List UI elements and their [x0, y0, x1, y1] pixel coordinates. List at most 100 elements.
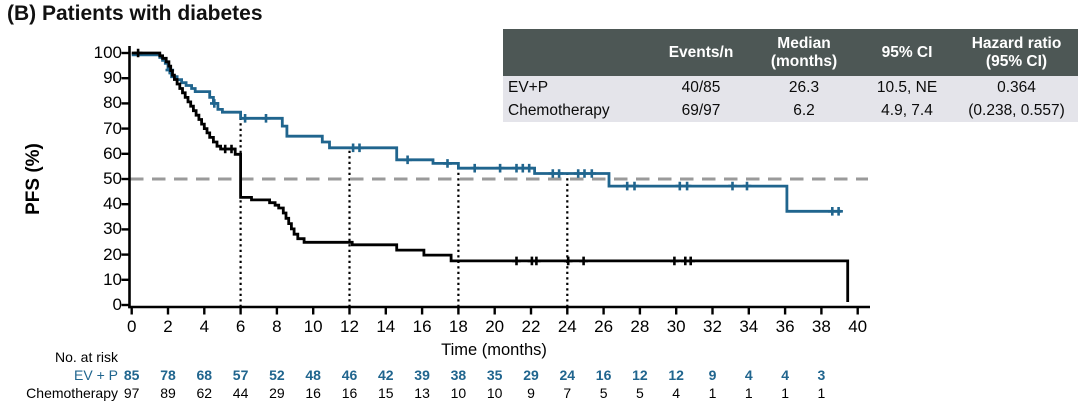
at-risk-value: 1	[708, 385, 717, 401]
at-risk-value: 1	[817, 385, 826, 401]
at-risk-value: 12	[632, 367, 648, 383]
at-risk-value: 5	[635, 385, 644, 401]
at-risk-value: 62	[196, 385, 213, 401]
y-tick-label: 70	[103, 118, 122, 138]
x-tick-label: 22	[521, 317, 541, 336]
at-risk-value: 13	[414, 385, 430, 401]
at-risk-value: 4	[672, 385, 681, 401]
evp-name: EV+P	[503, 76, 653, 99]
at-risk-value: 16	[595, 367, 612, 383]
summary-header-events: Events/n	[653, 29, 749, 76]
summary-table-header-row: Events/n Median (months) 95% CI Hazard ra…	[503, 29, 1078, 76]
at-risk-value: 5	[599, 385, 608, 401]
x-tick-label: 4	[199, 317, 210, 336]
at-risk-value: 39	[414, 367, 430, 383]
x-axis-label: Time (months)	[441, 341, 547, 359]
at-risk-value: 4	[781, 367, 789, 383]
at-risk-value: 97	[123, 385, 140, 401]
x-tick-label: 34	[739, 317, 759, 336]
chemo-name: Chemotherapy	[503, 99, 653, 122]
x-tick-label: 38	[811, 317, 831, 336]
at-risk-value: 24	[559, 367, 576, 383]
x-tick-label: 12	[340, 317, 359, 336]
at-risk-value: 89	[160, 385, 176, 401]
y-tick-label: 0	[112, 295, 122, 314]
summary-row-chemo: Chemotherapy 69/97 6.2 4.9, 7.4 (0.238, …	[503, 99, 1078, 122]
figure-title: (B) Patients with diabetes	[7, 2, 263, 25]
at-risk-value: 46	[341, 367, 358, 383]
at-risk-value: 7	[563, 385, 572, 401]
at-risk-value: 42	[378, 367, 394, 383]
summary-row-evp: EV+P 40/85 26.3 10.5, NE 0.364	[503, 76, 1078, 99]
chemo-events: 69/97	[653, 99, 749, 122]
at-risk-value: 12	[668, 367, 684, 383]
x-tick-label: 18	[448, 317, 468, 336]
evp-hr: 0.364	[955, 76, 1078, 99]
x-tick-label: 32	[703, 317, 722, 336]
y-tick-label: 50	[103, 169, 122, 188]
x-tick-label: 26	[594, 317, 614, 336]
summary-header-empty	[503, 29, 653, 76]
y-tick-label: 10	[103, 269, 122, 289]
at-risk-row-label-chemo: Chemotherapy	[26, 385, 118, 401]
x-tick-label: 16	[412, 317, 432, 336]
summary-header-ci: 95% CI	[859, 29, 955, 76]
evp-ci: 10.5, NE	[859, 76, 955, 99]
at-risk-value: 1	[744, 385, 753, 401]
x-tick-label: 8	[272, 317, 282, 336]
y-tick-label: 30	[103, 219, 122, 239]
at-risk-value: 10	[450, 385, 467, 401]
x-tick-label: 20	[485, 317, 505, 336]
at-risk-value: 29	[523, 367, 539, 383]
at-risk-value: 15	[378, 385, 394, 401]
y-tick-label: 80	[103, 93, 122, 113]
x-tick-label: 14	[376, 317, 396, 336]
at-risk-value: 52	[269, 367, 285, 383]
at-risk-value: 10	[486, 385, 503, 401]
at-risk-value: 35	[486, 367, 503, 383]
y-tick-label: 60	[103, 143, 122, 163]
censor-marks-chemotherapy	[133, 48, 695, 266]
at-risk-value: 9	[708, 367, 717, 383]
km-curve-chemotherapy	[131, 51, 850, 302]
chemo-ci: 4.9, 7.4	[859, 99, 955, 122]
at-risk-value: 16	[341, 385, 358, 401]
at-risk-value: 3	[817, 367, 826, 383]
at-risk-heading: No. at risk	[54, 349, 118, 365]
y-tick-label: 100	[93, 43, 122, 62]
x-tick-label: 0	[126, 317, 137, 336]
at-risk-value: 48	[305, 367, 321, 383]
x-tick-label: 36	[775, 317, 795, 336]
summary-header-median: Median (months)	[749, 29, 859, 76]
evp-median: 26.3	[749, 76, 859, 99]
y-tick-label: 90	[103, 68, 122, 88]
y-tick-label: 40	[103, 194, 122, 214]
at-risk-value: 29	[269, 385, 285, 401]
x-tick-label: 40	[848, 317, 868, 336]
x-tick-label: 24	[557, 317, 577, 336]
at-risk-value: 44	[232, 385, 249, 401]
x-tick-label: 10	[303, 317, 323, 336]
x-tick-label: 2	[163, 317, 173, 336]
at-risk-value: 4	[744, 367, 753, 383]
at-risk-value: 57	[232, 367, 249, 383]
x-tick-label: 30	[666, 317, 686, 336]
summary-table: Events/n Median (months) 95% CI Hazard ra…	[503, 29, 1078, 122]
at-risk-value: 78	[160, 367, 176, 383]
at-risk-value: 38	[450, 367, 467, 383]
at-risk-value: 68	[196, 367, 213, 383]
y-tick-label: 20	[103, 244, 122, 264]
x-tick-label: 28	[630, 317, 650, 336]
x-tick-label: 6	[235, 317, 246, 336]
at-risk-value: 85	[123, 367, 140, 383]
summary-header-hr: Hazard ratio (95% CI)	[955, 29, 1078, 76]
chemo-median: 6.2	[749, 99, 859, 122]
at-risk-value: 16	[305, 385, 321, 401]
at-risk-value: 1	[781, 385, 789, 401]
at-risk-value: 9	[527, 385, 535, 401]
evp-events: 40/85	[653, 76, 749, 99]
at-risk-row-label-evp: EV + P	[74, 367, 118, 383]
chemo-hr: (0.238, 0.557)	[955, 99, 1078, 122]
